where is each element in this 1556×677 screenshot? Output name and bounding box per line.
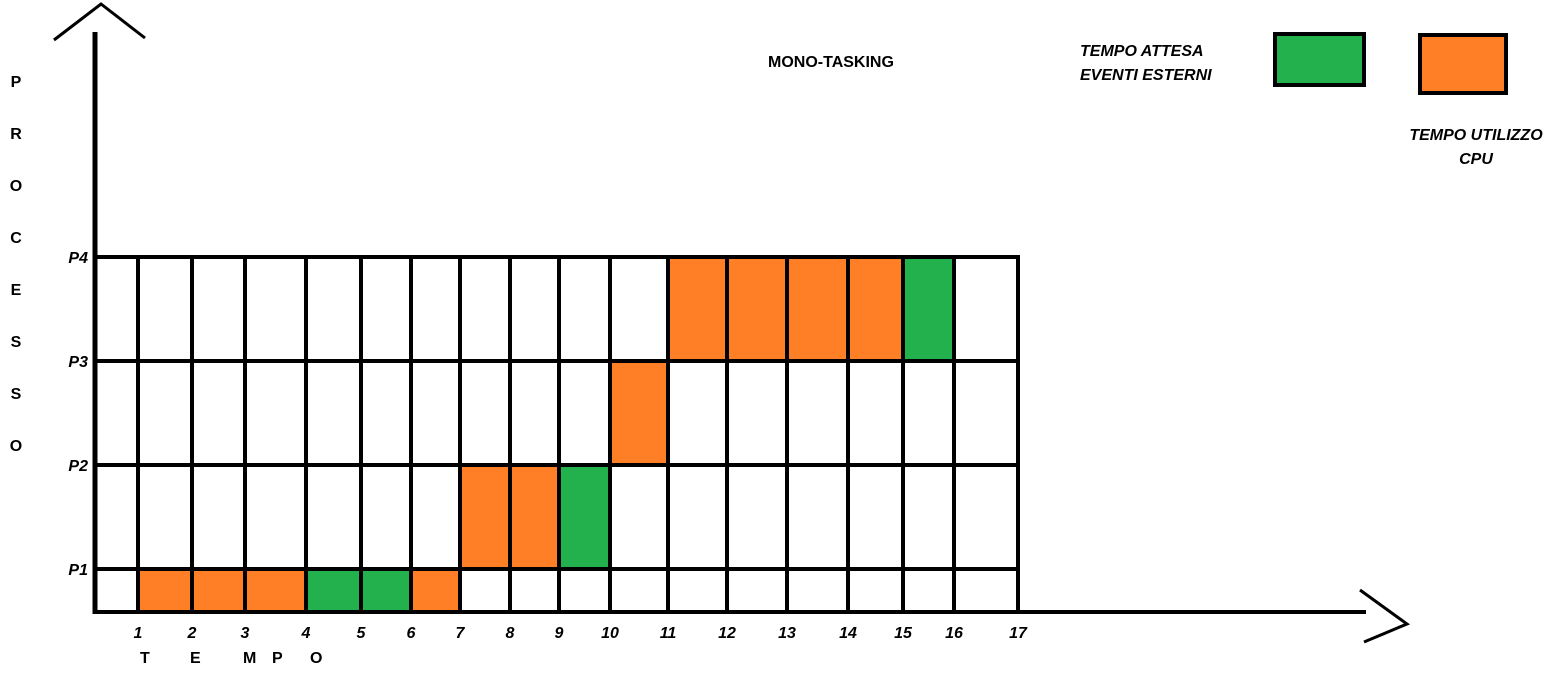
x-tick-label-11: 11 bbox=[660, 625, 677, 642]
y-tick-label-p4: P4 bbox=[68, 250, 88, 267]
y-tick-label-p3: P3 bbox=[68, 354, 88, 371]
y-axis-title-letter: O bbox=[9, 178, 23, 195]
legend-cpu-line-2: CPU bbox=[1459, 151, 1493, 168]
cell-p1-3-cpu bbox=[245, 569, 306, 612]
x-tick-label-4: 4 bbox=[301, 625, 311, 642]
x-tick-label-5: 5 bbox=[357, 625, 367, 642]
x-tick-label-7: 7 bbox=[456, 625, 466, 642]
cell-p1-5-wait bbox=[361, 569, 411, 612]
cell-p2-8-cpu bbox=[510, 465, 559, 569]
x-tick-label-17: 17 bbox=[1009, 625, 1028, 642]
x-tick-label-15: 15 bbox=[894, 625, 913, 642]
x-tick-label-1: 1 bbox=[134, 625, 143, 642]
cell-p4-13-cpu bbox=[787, 257, 848, 361]
cell-p1-4-wait bbox=[306, 569, 361, 612]
x-tick-label-8: 8 bbox=[506, 625, 515, 642]
x-tick-label-6: 6 bbox=[407, 625, 416, 642]
cell-p1-2-cpu bbox=[192, 569, 245, 612]
cell-p2-7-cpu bbox=[460, 465, 510, 569]
legend-wait-swatch bbox=[1273, 32, 1366, 87]
x-tick-label-13: 13 bbox=[778, 625, 796, 642]
x-tick-label-16: 16 bbox=[945, 625, 963, 642]
cell-p4-11-cpu bbox=[668, 257, 727, 361]
cell-p4-14-cpu bbox=[848, 257, 903, 361]
x-tick-label-3: 3 bbox=[241, 625, 250, 642]
y-tick-label-p1: P1 bbox=[68, 562, 88, 579]
x-tick-label-9: 9 bbox=[555, 625, 564, 642]
y-axis-title-letter: R bbox=[10, 126, 22, 143]
legend-wait-label: TEMPO ATTESA EVENTI ESTERNI bbox=[1080, 40, 1250, 88]
x-axis-title-letter: E bbox=[190, 650, 201, 667]
x-axis-title-letter: P bbox=[272, 650, 283, 667]
y-axis-title-letter: S bbox=[10, 386, 22, 403]
x-axis-arrow-head bbox=[1359, 588, 1411, 644]
legend-cpu-line-1: TEMPO UTILIZZO bbox=[1409, 127, 1543, 144]
y-axis-title-letter: P bbox=[10, 74, 22, 91]
cell-p1-1-cpu bbox=[138, 569, 192, 612]
cell-p2-9-wait bbox=[559, 465, 610, 569]
legend-wait-line-2: EVENTI ESTERNI bbox=[1080, 67, 1212, 84]
x-axis-title-letter: T bbox=[140, 650, 150, 667]
x-axis-title-letter: O bbox=[310, 650, 323, 667]
x-tick-label-2: 2 bbox=[187, 625, 197, 642]
y-axis-title-letter: E bbox=[10, 282, 22, 299]
y-axis-arrow-head bbox=[53, 2, 146, 42]
cell-p3-10-cpu bbox=[610, 361, 668, 465]
legend-cpu-swatch bbox=[1418, 33, 1508, 95]
legend-cpu-label: TEMPO UTILIZZO CPU bbox=[1386, 124, 1556, 172]
x-tick-label-12: 12 bbox=[718, 625, 736, 642]
y-axis-title-letter: C bbox=[10, 230, 22, 247]
x-axis-title-letter: M bbox=[243, 650, 257, 667]
cell-p4-12-cpu bbox=[727, 257, 787, 361]
cell-p1-6-cpu bbox=[411, 569, 460, 612]
chart-title: MONO-TASKING bbox=[768, 54, 894, 71]
y-axis-title-letter: O bbox=[9, 438, 23, 455]
y-tick-label-p2: P2 bbox=[68, 458, 88, 475]
x-tick-label-14: 14 bbox=[839, 625, 857, 642]
legend-wait-line-1: TEMPO ATTESA bbox=[1080, 43, 1204, 60]
x-tick-label-10: 10 bbox=[601, 625, 619, 642]
cell-p4-15-wait bbox=[903, 257, 954, 361]
y-axis-title-letter: S bbox=[10, 334, 22, 351]
